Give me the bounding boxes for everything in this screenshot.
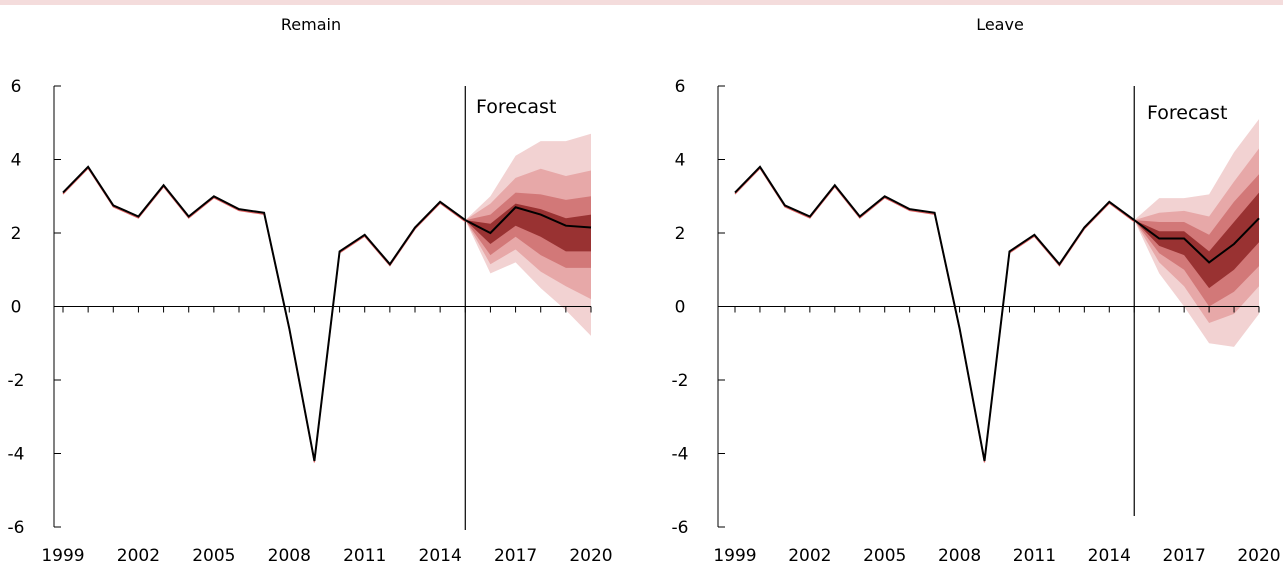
forecast-central-line xyxy=(464,206,592,235)
x-tick-label: 2002 xyxy=(117,546,160,566)
fan-band-4 xyxy=(1134,192,1259,289)
y-tick-label: 2 xyxy=(675,224,686,244)
x-tick-label: 2011 xyxy=(1013,546,1056,566)
chart-panel-remain: Remain 6 4 2 0 -2 -4 -6 1999 2002 2005 2008 2011 2014… xyxy=(8,15,613,566)
x-tick-label: 2011 xyxy=(343,546,386,566)
history-line xyxy=(734,165,1135,462)
y-tick-label: -2 xyxy=(8,371,25,391)
x-tick-label: 2005 xyxy=(192,546,235,566)
x-tick-label: 2008 xyxy=(268,546,311,566)
y-tick-label: -2 xyxy=(672,371,689,391)
history-line xyxy=(62,165,466,462)
x-tick-label: 2020 xyxy=(1237,546,1280,566)
fan-band-4 xyxy=(465,203,591,252)
x-tick-label: 2017 xyxy=(494,546,537,566)
y-tick-label: 0 xyxy=(675,298,686,318)
x-tick-label: 2014 xyxy=(419,546,462,566)
x-tick-label: 2005 xyxy=(863,546,906,566)
y-tick-label: 2 xyxy=(11,224,22,244)
x-tick-label: 2014 xyxy=(1088,546,1131,566)
forecast-label: Forecast xyxy=(476,96,556,118)
chart-panel-leave: Leave 6 4 2 0 -2 -4 -6 1999 2002 2005 2008 2011 2014 2… xyxy=(672,15,1281,566)
chart-title: Remain xyxy=(281,15,341,34)
y-tick-label: -4 xyxy=(672,445,689,465)
x-tick-label: 1999 xyxy=(713,546,756,566)
x-tick-label: 2020 xyxy=(569,546,612,566)
top-strip xyxy=(0,0,1283,5)
x-tick-label: 2017 xyxy=(1163,546,1206,566)
chart-title: Leave xyxy=(976,15,1024,34)
y-tick-label: -6 xyxy=(8,518,25,538)
y-tick-label: 6 xyxy=(11,77,22,97)
y-tick-label: -6 xyxy=(672,518,689,538)
y-tick-label: -4 xyxy=(8,445,25,465)
x-tick-label: 1999 xyxy=(41,546,84,566)
y-tick-label: 0 xyxy=(11,298,22,318)
y-tick-label: 6 xyxy=(675,77,686,97)
forecast-central-line xyxy=(1133,217,1260,264)
x-tick-label: 2002 xyxy=(788,546,831,566)
forecast-label: Forecast xyxy=(1147,102,1227,124)
y-tick-label: 4 xyxy=(11,151,22,171)
x-tick-label: 2008 xyxy=(938,546,981,566)
y-tick-label: 4 xyxy=(675,151,686,171)
